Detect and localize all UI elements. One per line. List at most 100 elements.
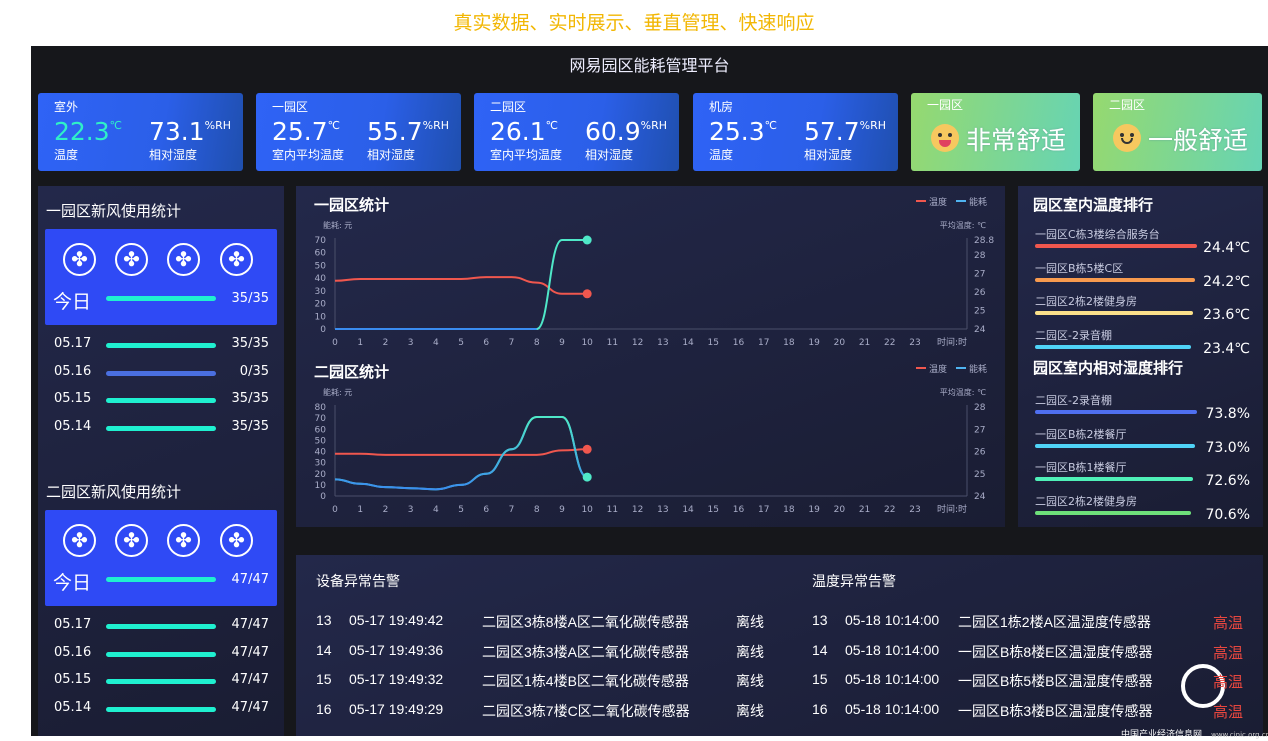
x-tick-label: 8 bbox=[534, 338, 540, 348]
y-tick-label: 80 bbox=[315, 403, 327, 413]
y-axis-label: 能耗: 元 bbox=[323, 387, 352, 397]
row-count: 47/47 bbox=[231, 617, 269, 632]
ranking-name: 二园区2栋2楼健身房 bbox=[1035, 295, 1137, 308]
alarm-title: 温度异常告警 bbox=[812, 573, 896, 589]
humidity-label: 相对湿度 bbox=[804, 148, 853, 162]
usage-bar bbox=[106, 624, 216, 629]
y-tick-label: 10 bbox=[315, 312, 327, 322]
alarm-time: 05-17 19:49:29 bbox=[349, 700, 444, 717]
legend-temp: 温度 bbox=[929, 196, 947, 208]
alarm-id: 16 bbox=[812, 700, 828, 717]
alarm-time: 05-18 10:14:00 bbox=[845, 700, 940, 717]
climate-card: 室外 22.3℃ 温度 73.1%RH 相对湿度 bbox=[38, 93, 243, 171]
temp-value: 26.1℃ bbox=[490, 117, 558, 146]
y2-tick-label: 24 bbox=[974, 325, 986, 335]
temp-label: 室内平均温度 bbox=[490, 148, 563, 162]
card-label: 室外 bbox=[54, 100, 79, 114]
climate-card: 机房 25.3℃ 温度 57.7%RH 相对湿度 bbox=[693, 93, 898, 171]
y2-tick-label: 25 bbox=[974, 306, 985, 316]
ranking-item: 一园区B栋5楼C区 24.2℃ bbox=[1035, 260, 1250, 292]
x-tick-label: 22 bbox=[884, 505, 895, 515]
humidity-number: 55.7 bbox=[367, 117, 423, 146]
y-tick-label: 40 bbox=[315, 274, 327, 284]
x-tick-label: 7 bbox=[509, 338, 515, 348]
alarm-id: 14 bbox=[316, 641, 332, 658]
x-tick-label: 20 bbox=[834, 505, 846, 515]
dashboard-title: 网易园区能耗管理平台 bbox=[569, 56, 730, 75]
row-date: 05.14 bbox=[54, 699, 92, 715]
temp-label: 室内平均温度 bbox=[272, 148, 345, 162]
usage-bar bbox=[106, 343, 216, 348]
ranking-name: 一园区B栋5楼C区 bbox=[1035, 261, 1124, 275]
y-tick-label: 0 bbox=[320, 492, 326, 502]
usage-bar bbox=[106, 370, 216, 376]
x-tick-label: 2 bbox=[383, 505, 389, 515]
card-label: 机房 bbox=[709, 100, 734, 114]
row-date: 05.14 bbox=[54, 418, 92, 434]
x-tick-label: 14 bbox=[682, 338, 694, 348]
page-caption: 真实数据、实时展示、垂直管理、快速响应 bbox=[453, 12, 815, 34]
fan-today-box: ✤ ✤ ✤ ✤ 今日 35/35 bbox=[45, 229, 277, 325]
today-label: 今日 bbox=[53, 291, 92, 313]
alarm-device: 一园区B栋5楼B区温湿度传感器 bbox=[958, 673, 1153, 689]
ranking-item: 一园区B栋2楼餐厅 73.0% bbox=[1035, 426, 1250, 458]
row-count: 47/47 bbox=[231, 699, 269, 715]
ranking-name: 二园区2栋2楼健身房 bbox=[1035, 494, 1137, 508]
x-tick-label: 9 bbox=[559, 338, 565, 348]
x-tick-label: 16 bbox=[733, 505, 745, 515]
humidity-value: 60.9%RH bbox=[585, 117, 667, 146]
row-date: 05.15 bbox=[54, 391, 92, 406]
alarm-device: 二园区3栋7楼C区二氧化碳传感器 bbox=[482, 702, 690, 719]
temp-unit: ℃ bbox=[327, 119, 341, 132]
ranking-title: 园区室内相对湿度排行 bbox=[1033, 359, 1184, 377]
x-tick-label: 10 bbox=[581, 338, 593, 348]
x-tick-label: 2 bbox=[383, 338, 389, 348]
y-axis-label: 能耗: 元 bbox=[323, 220, 352, 230]
climate-card: 二园区 26.1℃ 室内平均温度 60.9%RH 相对湿度 bbox=[474, 93, 679, 171]
y2-tick-label: 27 bbox=[974, 425, 985, 435]
x-tick-label: 19 bbox=[808, 338, 820, 348]
x-tick-label: 20 bbox=[834, 338, 846, 348]
x-tick-label: 1 bbox=[357, 505, 363, 515]
watermark-logo: 中国产业经济信息网 www.cinic.org.cn bbox=[1121, 722, 1268, 741]
y2-axis-label: 平均温度: ℃ bbox=[940, 387, 986, 397]
fresh-air-row: 05.14 47/47 bbox=[45, 700, 277, 720]
y2-tick-label: 24 bbox=[974, 492, 986, 502]
fresh-air-panel: 一园区新风使用统计 ✤ ✤ ✤ ✤ 今日 35/35 05.17 35/35 05.16 0/35 0… bbox=[38, 186, 284, 736]
alarm-status: 离线 bbox=[736, 643, 764, 660]
smiling-face-icon bbox=[1113, 124, 1141, 152]
y2-tick-label: 26 bbox=[974, 288, 986, 298]
x-axis-label: 时间:时 bbox=[937, 503, 967, 515]
alarm-panel: 设备异常告警 13 05-17 19:49:42 二园区3栋8楼A区二氧化碳传感器 离线… bbox=[296, 555, 1263, 736]
temp-number: 22.3 bbox=[54, 117, 110, 146]
row-count: 35/35 bbox=[231, 418, 269, 434]
comfort-status: 非常舒适 bbox=[966, 126, 1067, 155]
x-tick-label: 21 bbox=[859, 505, 870, 515]
y2-tick-label: 28 bbox=[974, 403, 986, 413]
humidity-unit: %RH bbox=[640, 119, 668, 132]
row-count: 47/47 bbox=[231, 672, 269, 687]
temp-value: 22.3℃ bbox=[54, 117, 122, 146]
line-chart: 温度 能耗能耗: 元平均温度: ℃010203040506070802425262… bbox=[315, 363, 987, 515]
alarm-time: 05-18 10:14:00 bbox=[845, 641, 940, 658]
x-tick-label: 9 bbox=[559, 505, 565, 515]
x-tick-label: 23 bbox=[909, 505, 920, 515]
ranking-value: 24.4℃ bbox=[1203, 240, 1250, 256]
ranking-name: 一园区C栋3楼综合服务台 bbox=[1035, 228, 1160, 241]
x-tick-label: 12 bbox=[632, 505, 643, 515]
alarm-device: 二园区1栋4楼B区二氧化碳传感器 bbox=[482, 673, 689, 689]
ranking-value: 23.4℃ bbox=[1203, 340, 1250, 357]
x-tick-label: 13 bbox=[657, 505, 668, 515]
humidity-unit: %RH bbox=[859, 119, 887, 132]
x-tick-label: 0 bbox=[332, 338, 338, 348]
comfort-label: 二园区 bbox=[1109, 98, 1146, 112]
x-tick-label: 13 bbox=[657, 338, 668, 348]
ranking-bar bbox=[1035, 510, 1191, 515]
card-label: 一园区 bbox=[272, 100, 309, 114]
alarm-id: 16 bbox=[316, 700, 332, 717]
fan-icon: ✤ bbox=[63, 243, 96, 276]
x-tick-label: 1 bbox=[357, 338, 363, 348]
comfort-label: 一园区 bbox=[927, 98, 964, 112]
today-progress-bar bbox=[106, 577, 216, 582]
y-tick-label: 20 bbox=[315, 300, 327, 310]
